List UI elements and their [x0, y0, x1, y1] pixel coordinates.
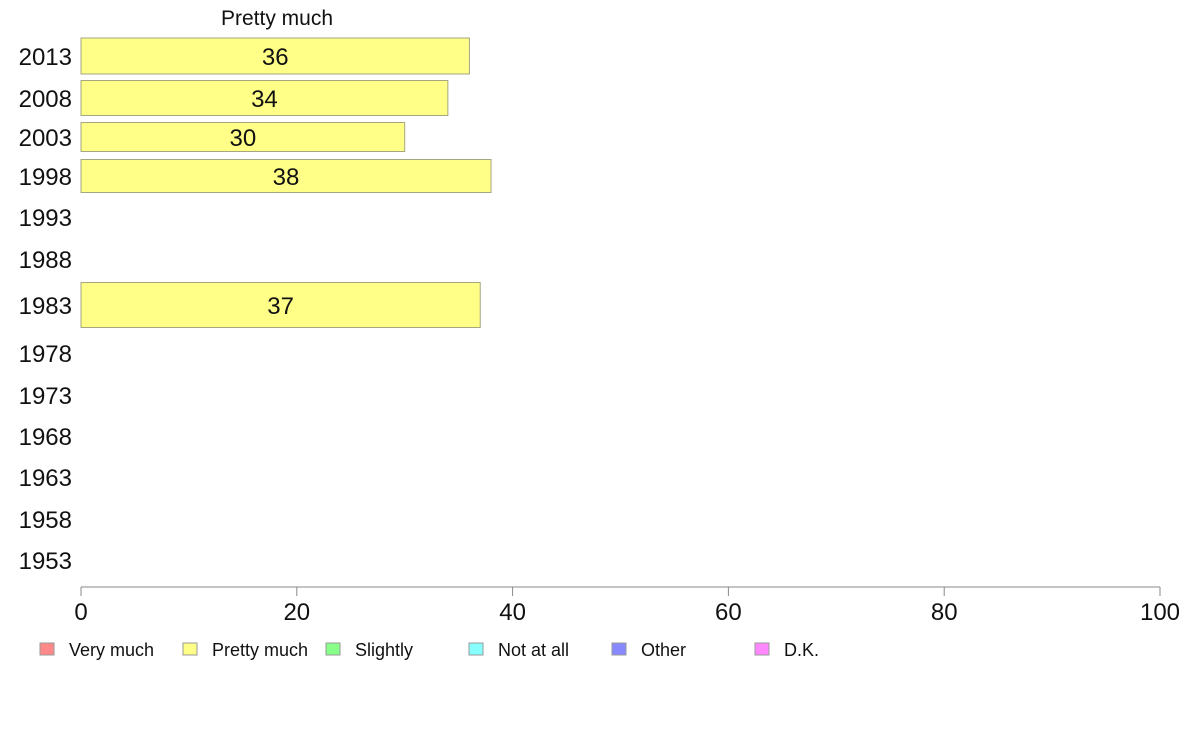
bar-value-label-1983: 37 [267, 293, 294, 320]
category-labels: 2013 2008 2003 1998 1993 1988 1983 1978 1973 1968… [19, 44, 72, 575]
bars-layer: 36 34 30 38 37 [80, 37, 492, 328]
legend-swatch-not-at-all [468, 642, 484, 656]
bar-2013 [80, 37, 470, 75]
legend-label-d-k-: D.K. [784, 640, 819, 660]
category-label-2013: 2013 [19, 44, 72, 71]
category-label-1978: 1978 [19, 341, 72, 368]
category-label-1998: 1998 [19, 164, 72, 191]
panel-header: Pretty much [221, 7, 333, 30]
category-label-1988: 1988 [19, 247, 72, 274]
legend-swatch-other [611, 642, 627, 656]
legend-label-very-much: Very much [69, 640, 154, 660]
legend-swatch-slightly [325, 642, 341, 656]
category-label-1958: 1958 [19, 507, 72, 534]
x-tick-label-40: 40 [499, 599, 526, 626]
legend-swatch-pretty-much [182, 642, 198, 656]
legend-label-pretty-much: Pretty much [212, 640, 308, 660]
bar-value-label-2008: 34 [251, 86, 278, 113]
category-label-1968: 1968 [19, 424, 72, 451]
category-label-1963: 1963 [19, 465, 72, 492]
category-label-1993: 1993 [19, 205, 72, 232]
legend: Very much Pretty much Slightly Not at all Ot… [39, 640, 819, 660]
category-label-1983: 1983 [19, 293, 72, 320]
x-axis: 0 20 40 60 80 100 [74, 586, 1180, 626]
x-tick-label-100: 100 [1140, 599, 1180, 626]
legend-swatch-very-much [39, 642, 55, 656]
category-label-2008: 2008 [19, 86, 72, 113]
bar-value-label-2003: 30 [229, 125, 256, 152]
x-tick-label-20: 20 [283, 599, 310, 626]
bar-2008 [80, 80, 449, 116]
bar-1998 [80, 159, 492, 193]
x-tick-label-0: 0 [74, 599, 87, 626]
category-label-1973: 1973 [19, 383, 72, 410]
bar-2003 [80, 122, 406, 152]
bar-1983 [80, 282, 481, 328]
x-tick-label-60: 60 [715, 599, 742, 626]
legend-label-not-at-all: Not at all [498, 640, 569, 660]
legend-label-other: Other [641, 640, 686, 660]
category-label-2003: 2003 [19, 125, 72, 152]
legend-swatch-d-k- [754, 642, 770, 656]
x-tick-label-80: 80 [931, 599, 958, 626]
legend-label-slightly: Slightly [355, 640, 413, 660]
bar-value-label-1998: 38 [273, 164, 300, 191]
bar-value-label-2013: 36 [262, 44, 289, 71]
category-label-1953: 1953 [19, 548, 72, 575]
